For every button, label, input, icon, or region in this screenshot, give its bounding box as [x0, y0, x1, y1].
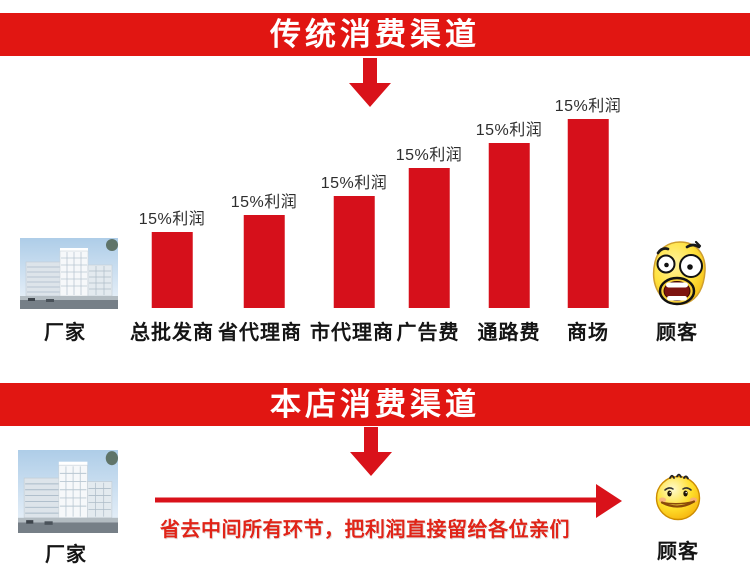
profit-bar-group: 15%利润 [396, 141, 463, 308]
down-arrow-icon [349, 58, 391, 107]
bar-value-label: 15%利润 [395, 147, 463, 164]
right-arrow-icon [155, 484, 622, 518]
stage-label-city-agent: 市代理商 [310, 322, 394, 344]
profit-bar-group: 15%利润 [555, 92, 622, 308]
bar [488, 143, 530, 308]
slogan-text: 省去中间所有环节，把利润直接留给各位亲们 [160, 519, 570, 541]
bar-value-label: 15%利润 [138, 211, 206, 228]
factory-building-image [18, 450, 118, 533]
profit-bar-group: 15%利润 [476, 116, 543, 308]
profit-bar-group: 15%利润 [139, 205, 206, 308]
profit-bar-group: 15%利润 [321, 169, 388, 308]
stage-label-channel-fee: 通路费 [477, 322, 541, 344]
stage-label-provincial-agent: 省代理商 [218, 322, 302, 344]
stage-label-factory: 厂家 [44, 322, 86, 344]
bar [333, 196, 375, 308]
bar [408, 168, 450, 308]
smiling-face-icon [655, 473, 701, 521]
factory-building-image [20, 238, 118, 309]
bar [151, 232, 193, 308]
down-arrow-icon [350, 427, 392, 476]
bar [567, 119, 609, 308]
stage-label-customer: 顾客 [657, 541, 699, 563]
bar-value-label: 15%利润 [554, 98, 622, 115]
bar-value-label: 15%利润 [320, 175, 388, 192]
bar-value-label: 15%利润 [475, 122, 543, 139]
stage-label-mall: 商场 [567, 322, 609, 344]
stage-label-factory: 厂家 [45, 544, 87, 566]
stage-label-wholesaler: 总批发商 [130, 322, 214, 344]
bar [243, 215, 285, 308]
store-channel-banner: 本店消费渠道 [0, 383, 750, 426]
profit-bar-group: 15%利润 [231, 188, 298, 308]
traditional-channel-banner: 传统消费渠道 [0, 13, 750, 56]
shocked-face-icon [652, 240, 706, 306]
stage-label-advertising: 广告费 [396, 322, 460, 344]
stage-label-customer: 顾客 [656, 322, 698, 344]
bar-value-label: 15%利润 [230, 194, 298, 211]
